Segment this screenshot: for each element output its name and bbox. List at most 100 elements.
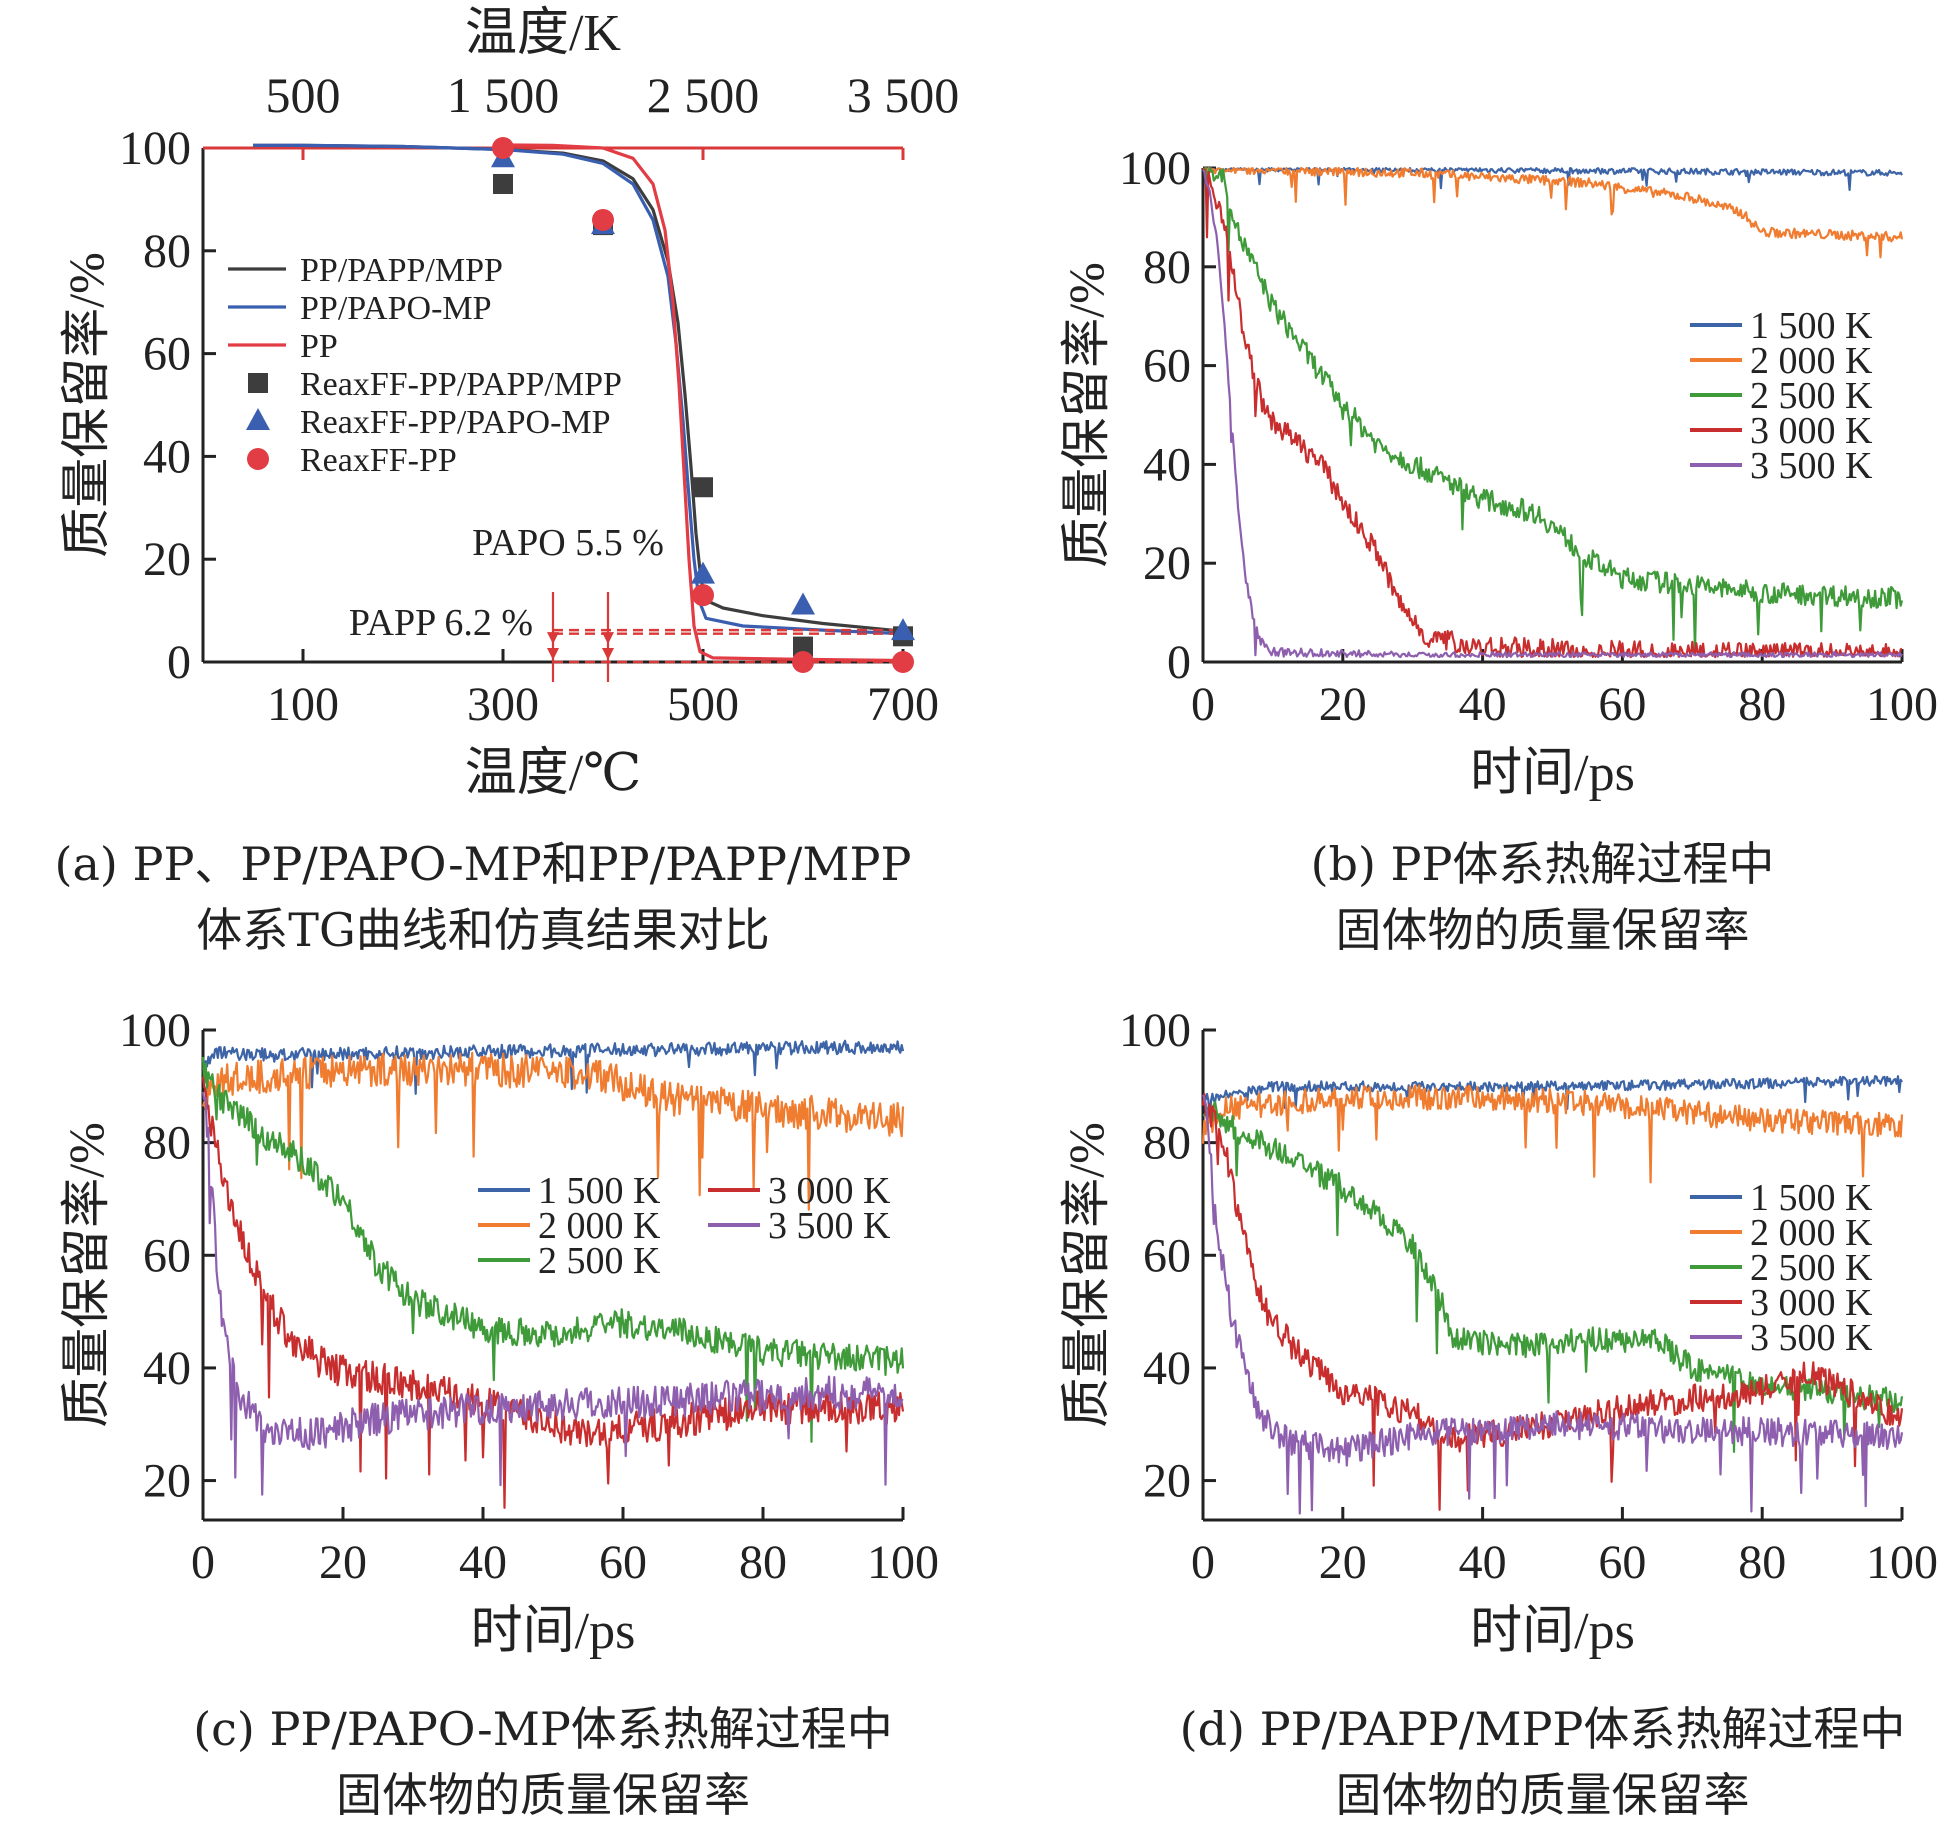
panel-a-legend-label: ReaxFF-PP/PAPP/MPP xyxy=(300,366,622,403)
panel-d-series-2000K xyxy=(1201,1084,1904,1184)
panel-d-y-tick-label: 40 xyxy=(1143,1342,1191,1395)
panel-c-x-tick-label: 20 xyxy=(319,1536,367,1589)
panel-d-series-group xyxy=(1201,1075,1904,1515)
panel-c-caption-line2: 固体物的质量保留率 xyxy=(336,1768,750,1822)
panel-a-caption-line1: (a) PP、PP/PAPO-MP和PP/PAPP/MPP xyxy=(55,837,912,891)
panel-b-y-tick-label: 40 xyxy=(1143,438,1191,491)
panel-a-legend-swatch xyxy=(247,448,269,470)
panel-d-x-tick-label: 0 xyxy=(1191,1536,1215,1589)
panel-c-y-tick-label: 40 xyxy=(143,1342,191,1395)
panel-b-legend: 1 500 K2 000 K2 500 K3 000 K3 500 K xyxy=(1690,305,1873,487)
panel-b-y-axis-label: 质量保留率/% xyxy=(1058,262,1114,568)
panel-a-legend-label: ReaxFF-PP xyxy=(300,442,457,479)
panel-a-y-tick-label: 40 xyxy=(143,430,191,483)
panel-b-x-tick-label: 100 xyxy=(1866,678,1938,731)
panel-c-series-group xyxy=(201,1039,905,1509)
panel-c-x-tick-label: 40 xyxy=(459,1536,507,1589)
panel-c-x-tick-label: 0 xyxy=(191,1536,215,1589)
panel-a-arrow-head xyxy=(602,632,614,645)
panel-a-y-tick-label: 20 xyxy=(143,533,191,586)
panel-a-marker-square xyxy=(493,173,513,194)
panel-b-y-tick-label: 20 xyxy=(1143,537,1191,590)
panel-c-legend-label: 2 500 K xyxy=(538,1240,661,1282)
panel-b-x-tick-label: 60 xyxy=(1598,678,1646,731)
panel-c-series-3000K xyxy=(201,1076,905,1509)
panel-a-marker-circle xyxy=(792,651,814,673)
panel-b-pp-retention: 0 20 40 60 80 100 0 20 40 60 80 100 时间/ps 质量保留率/% 1 50… xyxy=(1058,142,1938,957)
panel-d-x-tick-label: 20 xyxy=(1319,1536,1367,1589)
panel-d-y-tick-label: 20 xyxy=(1143,1455,1191,1508)
panel-d-y-axis-label: 质量保留率/% xyxy=(1058,1122,1114,1428)
panel-a-marker-square xyxy=(693,477,713,498)
panel-a-marker-circle xyxy=(692,584,714,607)
panel-d-legend: 1 500 K2 000 K2 500 K3 000 K3 500 K xyxy=(1690,1177,1873,1359)
panel-c-x-tick-label: 100 xyxy=(867,1536,939,1589)
panel-d-x-axis-label: 时间/ps xyxy=(1470,1603,1635,1660)
panel-a-legend-label: PP xyxy=(300,328,338,365)
panel-a-marker-circle xyxy=(892,651,914,673)
panel-b-y-tick-label: 0 xyxy=(1167,636,1191,689)
panel-c-series-1500K xyxy=(201,1039,905,1095)
panel-a-y-axis-label: 质量保留率/% xyxy=(58,252,114,558)
panel-b-caption-line2: 固体物的质量保留率 xyxy=(1336,903,1750,957)
panel-c-x-tick-label: 60 xyxy=(599,1536,647,1589)
panel-b-legend-label: 3 500 K xyxy=(1750,445,1873,487)
panel-d-x-tick-label: 40 xyxy=(1459,1536,1507,1589)
panel-b-legend-label: 2 000 K xyxy=(1750,340,1873,382)
panel-c-y-axis-label: 质量保留率/% xyxy=(58,1122,114,1428)
panel-a-y-tick-label: 80 xyxy=(143,225,191,278)
panel-a-tg-curves: 0 20 40 60 80 100 100 300 500 700 温度/℃ 质量保留率/% 500 1 … xyxy=(55,5,960,957)
panel-c-y-tick-label: 60 xyxy=(143,1229,191,1282)
panel-a-arrow-head xyxy=(547,632,559,645)
panel-d-y-tick-label: 100 xyxy=(1119,1004,1191,1057)
panel-a-legend-label: PP/PAPO-MP xyxy=(300,290,492,327)
panel-a-caption-line2: 体系TG曲线和仿真结果对比 xyxy=(196,903,769,957)
panel-a-legend-label: ReaxFF-PP/PAPO-MP xyxy=(300,404,611,441)
panel-a-marker-circle xyxy=(592,208,614,231)
panel-a-x-tick-label: 100 xyxy=(267,678,339,731)
panel-c-y-tick-label: 20 xyxy=(143,1455,191,1508)
panel-a-marker-circle xyxy=(492,137,514,159)
panel-d-legend-label: 2 500 K xyxy=(1750,1247,1873,1289)
panel-b-y-tick-label: 80 xyxy=(1143,241,1191,294)
panel-a-y-tick-label: 0 xyxy=(167,636,191,689)
panel-c-legend-label: 3 000 K xyxy=(768,1170,891,1212)
panel-a-top-tick-label: 500 xyxy=(266,67,341,123)
panel-c-x-axis-label: 时间/ps xyxy=(471,1603,636,1660)
panel-b-legend-label: 3 000 K xyxy=(1750,410,1873,452)
panel-b-x-tick-label: 80 xyxy=(1738,678,1786,731)
panel-c-series-2500K xyxy=(201,1056,905,1443)
panel-d-legend-label: 3 000 K xyxy=(1750,1282,1873,1324)
panel-d-series-3500K xyxy=(1201,1094,1904,1515)
panel-a-x-tick-label: 300 xyxy=(467,678,539,731)
panel-b-legend-label: 2 500 K xyxy=(1750,375,1873,417)
panel-c-series-2000K xyxy=(201,1051,905,1211)
panel-a-legend-swatch xyxy=(246,408,270,430)
panel-b-y-tick-label: 60 xyxy=(1143,340,1191,393)
panel-a-arrow-head xyxy=(602,648,614,660)
panel-c-legend-label: 1 500 K xyxy=(538,1170,661,1212)
panel-c-y-tick-label: 80 xyxy=(143,1117,191,1170)
panel-c-caption-line1: (c) PP/PAPO-MP体系热解过程中 xyxy=(193,1702,893,1756)
panel-c-x-tick-label: 80 xyxy=(739,1536,787,1589)
panel-c-legend-label: 2 000 K xyxy=(538,1205,661,1247)
panel-d-x-tick-label: 80 xyxy=(1738,1536,1786,1589)
panel-a-legend-label: PP/PAPP/MPP xyxy=(300,252,503,289)
panel-a-y-tick-label: 100 xyxy=(119,122,191,175)
panel-a-y-tick-label: 60 xyxy=(143,328,191,381)
panel-d-y-tick-label: 80 xyxy=(1143,1117,1191,1170)
panel-b-x-tick-label: 20 xyxy=(1319,678,1367,731)
panel-a-x-tick-label: 700 xyxy=(867,678,939,731)
panel-a-top-tick-label: 3 500 xyxy=(847,67,960,123)
panel-b-caption-line1: (b) PP体系热解过程中 xyxy=(1311,837,1775,891)
panel-a-top-tick-label: 2 500 xyxy=(647,67,760,123)
panel-d-y-tick-label: 60 xyxy=(1143,1229,1191,1282)
panel-b-y-tick-label: 100 xyxy=(1119,142,1191,195)
panel-d-caption-line2: 固体物的质量保留率 xyxy=(1336,1768,1750,1822)
panel-d-legend-label: 3 500 K xyxy=(1750,1317,1873,1359)
panel-a-top-axis-label: 温度/K xyxy=(465,5,621,62)
panel-b-series-2500K xyxy=(1202,167,1904,653)
panel-b-series-3500K xyxy=(1202,169,1903,659)
